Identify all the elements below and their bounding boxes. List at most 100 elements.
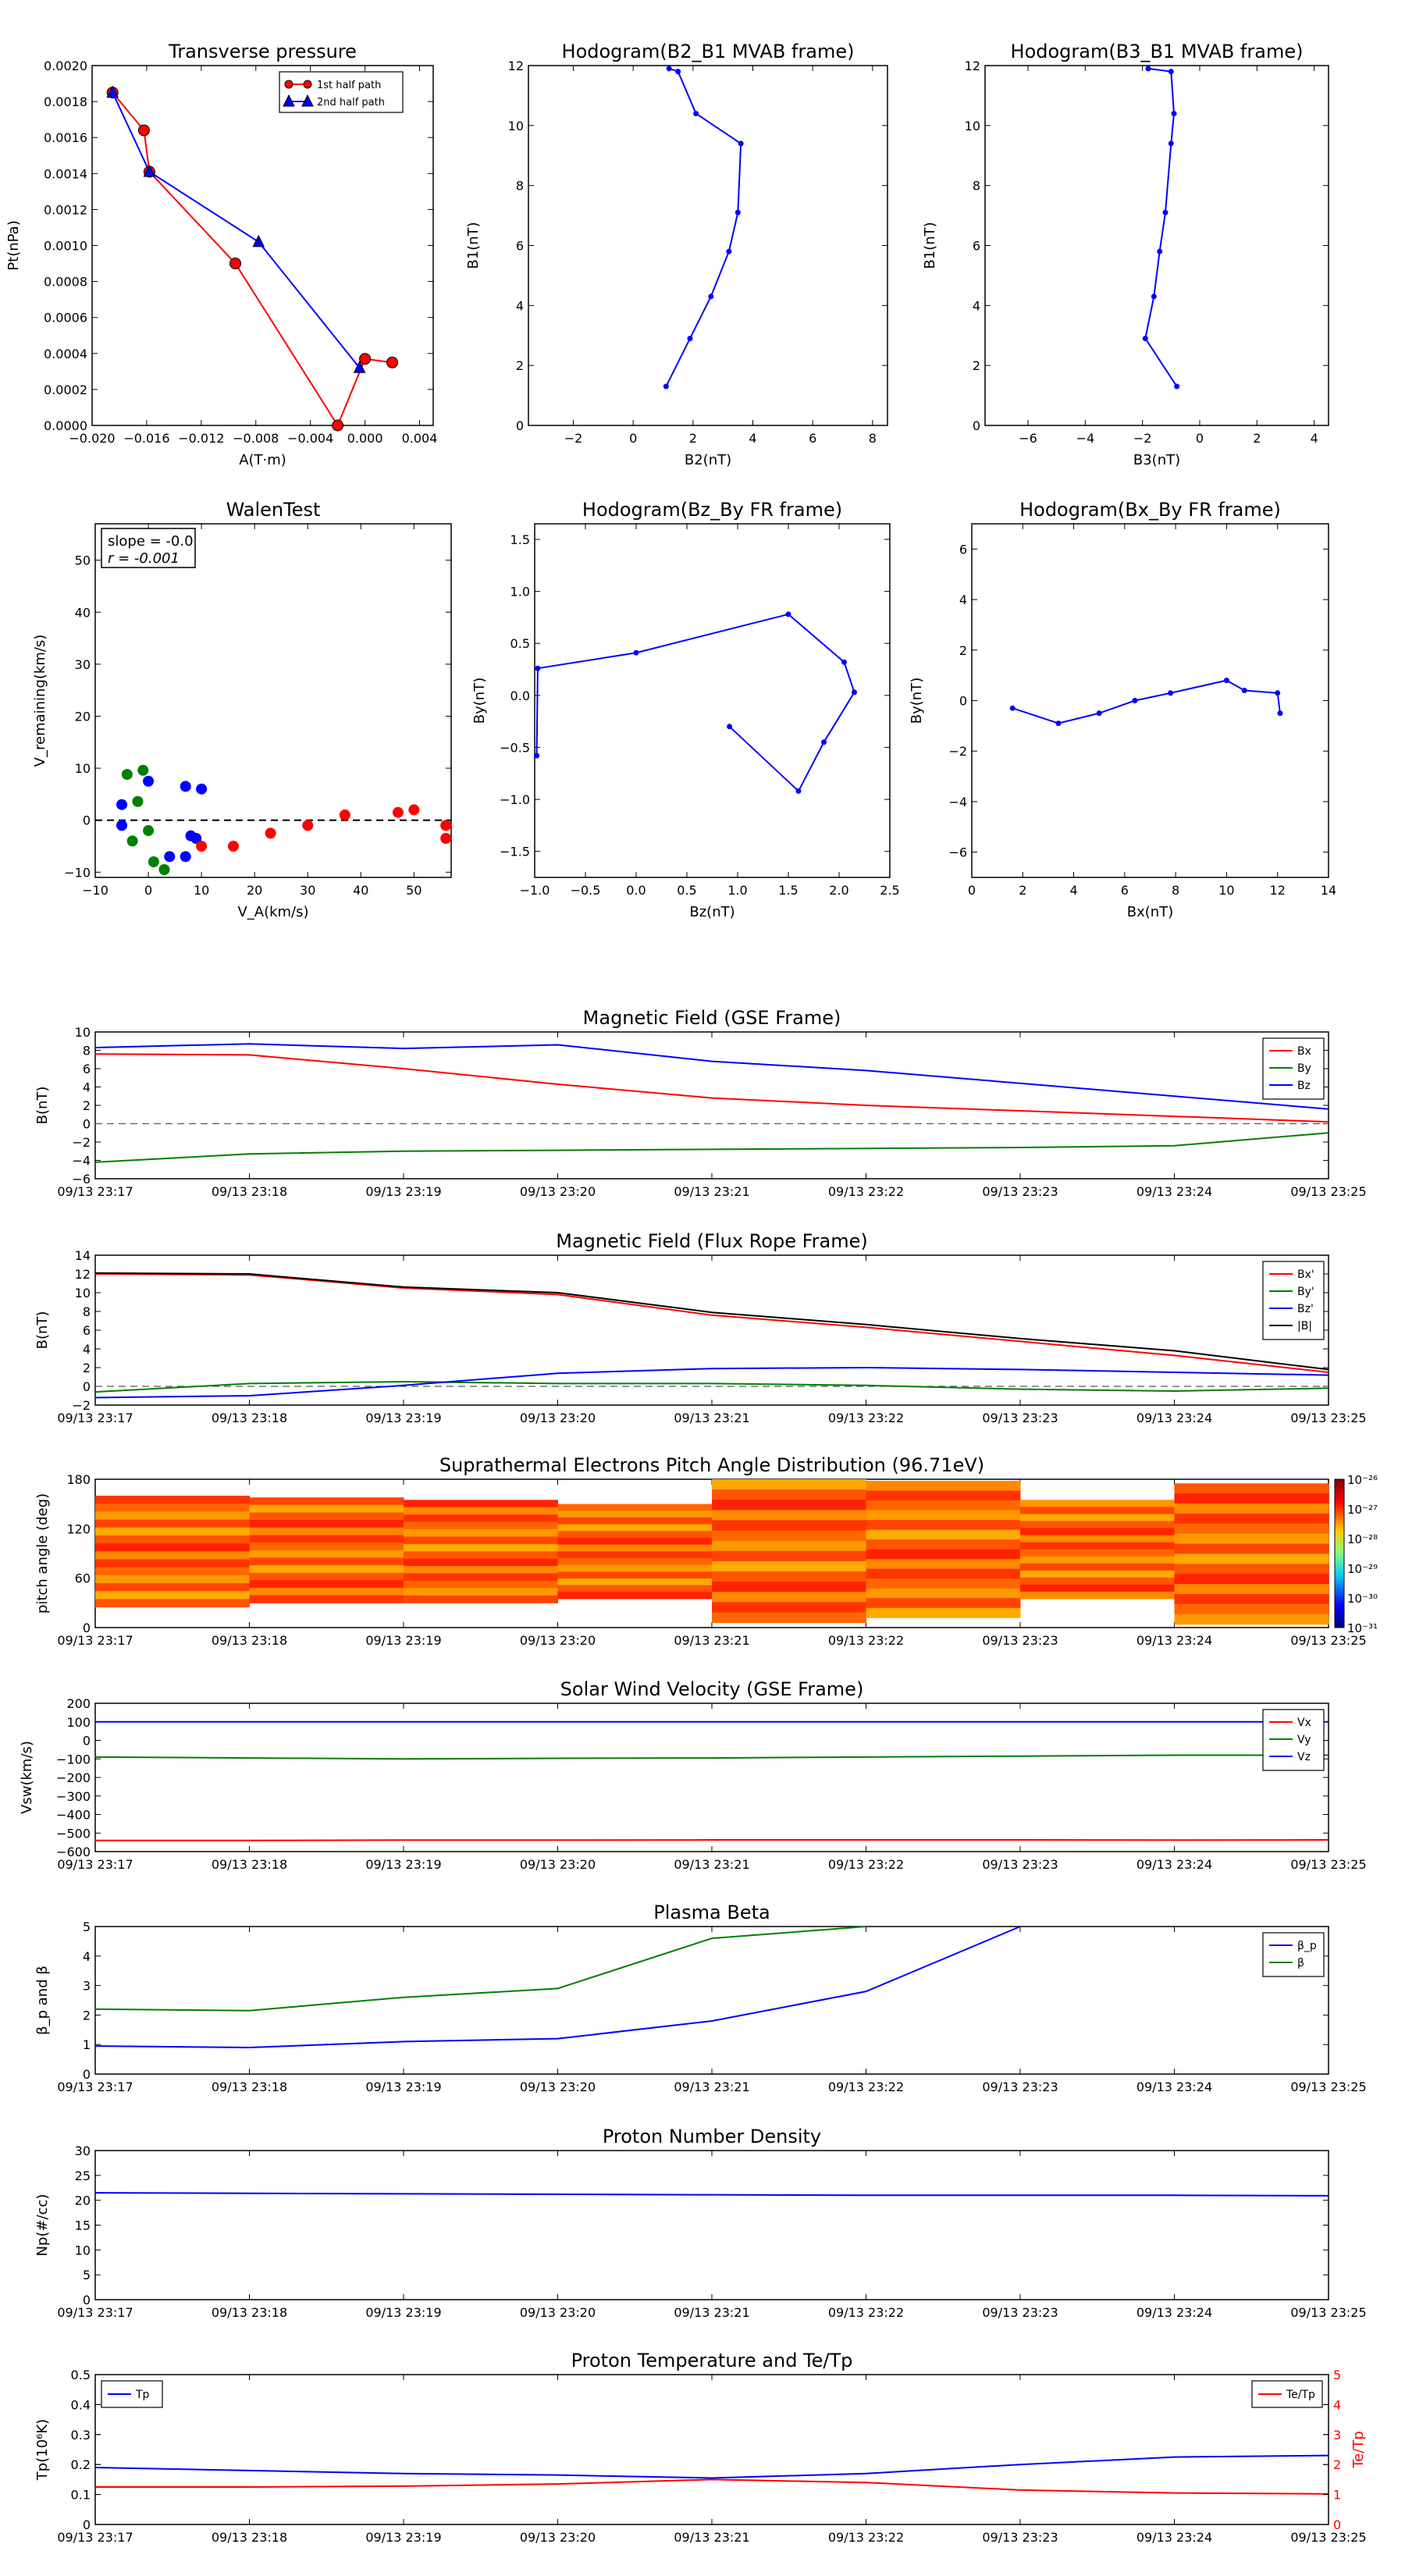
x-tick-label: 2 — [1253, 431, 1261, 446]
y-tick-label: 10 — [75, 2243, 91, 2258]
data-point — [1241, 688, 1247, 694]
x-axis-label: Bx(nT) — [1127, 904, 1173, 920]
y-tick-label: −2 — [948, 744, 967, 759]
heatmap-cell — [866, 1598, 1021, 1609]
x-tick-label: −0.5 — [571, 883, 601, 898]
time-tick-label: 09/13 23:24 — [1136, 1411, 1212, 1425]
heatmap-cell — [557, 1551, 713, 1559]
x-tick-label: 8 — [869, 431, 877, 446]
data-point — [785, 611, 791, 617]
x-tick-label: −0.012 — [178, 431, 224, 446]
y-tick-label: 0.1 — [71, 2488, 91, 2503]
y-tick-label: 6 — [516, 239, 524, 254]
x-tick-label: −2 — [564, 431, 583, 446]
y-tick-label: −400 — [56, 1808, 91, 1823]
heatmap-cell — [557, 1538, 713, 1546]
y-tick-label: −10 — [64, 865, 91, 880]
y-tick-label: 0.0002 — [44, 382, 87, 397]
heatmap-cell — [1174, 1523, 1329, 1535]
time-tick-label: 09/13 23:17 — [57, 2080, 133, 2094]
data-point — [535, 665, 541, 671]
x-tick-label: 4 — [1311, 431, 1318, 446]
heatmap-cell — [557, 1571, 713, 1579]
y-tick-label: 0 — [83, 1379, 91, 1394]
y-tick-label: 8 — [83, 1304, 91, 1319]
heatmap-cell — [404, 1595, 558, 1603]
heatmap-cell — [1020, 1535, 1175, 1543]
y-tick-label: 30 — [75, 657, 91, 672]
y-tick-label: 60 — [75, 1571, 91, 1586]
time-tick-label: 09/13 23:17 — [57, 1184, 133, 1199]
data-point — [726, 248, 732, 254]
heatmap-cell — [1020, 1592, 1175, 1599]
heatmap-cell — [1174, 1594, 1329, 1605]
heatmap-cell — [712, 1540, 866, 1552]
heatmap-cell — [1174, 1603, 1329, 1615]
heatmap-column — [95, 1496, 250, 1608]
time-tick-label: 09/13 23:18 — [212, 2080, 287, 2094]
y-tick-label: 0.0016 — [44, 130, 87, 145]
y-tick-label: 12 — [508, 59, 524, 73]
chart-title: Suprathermal Electrons Pitch Angle Distr… — [439, 1454, 984, 1476]
scatter-point — [339, 809, 350, 821]
heatmap-cell — [866, 1500, 1021, 1511]
y-tick-label: 25 — [75, 2169, 91, 2183]
time-tick-label: 09/13 23:20 — [520, 1411, 596, 1425]
time-tick-label: 09/13 23:24 — [1136, 2080, 1212, 2094]
y-tick-label: 2 — [83, 1098, 91, 1113]
colorbar — [1334, 1478, 1345, 1628]
y-tick-label: 6 — [959, 542, 967, 557]
y-tick-label: 0 — [83, 1117, 91, 1132]
y-axis-label: By(nT) — [471, 678, 488, 724]
y-tick-label: 10 — [75, 761, 91, 776]
legend-label: |B| — [1297, 1320, 1312, 1332]
time-tick-label: 09/13 23:22 — [828, 1184, 904, 1199]
data-point — [666, 66, 672, 72]
y-tick-label: 0.0000 — [44, 418, 87, 433]
x-tick-label: 8 — [1172, 883, 1179, 898]
data-point — [738, 141, 744, 147]
heatmap-cell — [866, 1539, 1021, 1550]
y-tick-label: 100 — [66, 1715, 91, 1730]
heatmap-cell — [1174, 1553, 1329, 1564]
heatmap-column — [712, 1479, 866, 1624]
heatmap-cell — [95, 1527, 250, 1536]
x-tick-label: −4 — [1076, 431, 1095, 446]
series-line — [94, 1754, 1329, 1760]
chart-title: Hodogram(Bz_By FR frame) — [582, 499, 842, 521]
time-tick-label: 09/13 23:25 — [1290, 1411, 1366, 1425]
series-line — [94, 2192, 1329, 2197]
legend-label: Te/Tp — [1286, 2389, 1315, 2401]
data-point — [1162, 209, 1168, 215]
time-tick-label: 09/13 23:22 — [828, 1857, 904, 1872]
heatmap-cell — [95, 1559, 250, 1568]
scatter-point — [143, 825, 155, 837]
data-point — [143, 164, 156, 177]
heatmap-cell — [249, 1588, 404, 1596]
series-line — [94, 1926, 866, 2012]
legend-label: Bx — [1297, 1045, 1311, 1058]
chart-title: Transverse pressure — [168, 41, 357, 62]
heatmap-cell — [1020, 1542, 1175, 1550]
scatter-point — [126, 835, 138, 847]
y-tick-label: −1.5 — [500, 845, 530, 859]
heatmap-cell — [95, 1567, 250, 1576]
data-point — [1142, 336, 1148, 342]
heatmap-cell — [249, 1504, 404, 1514]
data-point — [708, 294, 714, 300]
time-tick-label: 09/13 23:17 — [57, 1411, 133, 1425]
y-tick-label: −2 — [72, 1398, 91, 1413]
heatmap-cell — [1020, 1514, 1175, 1522]
y-axis-label: B1(nT) — [465, 222, 482, 269]
heatmap-cell — [1174, 1483, 1329, 1494]
y-tick-label: 3 — [1333, 2428, 1341, 2443]
x-axis-label: Bz(nT) — [689, 904, 735, 920]
heatmap-cell — [866, 1549, 1021, 1560]
heatmap-cell — [95, 1519, 250, 1528]
heatmap-cell — [557, 1503, 713, 1511]
chart-title: WalenTest — [226, 499, 321, 521]
time-tick-label: 09/13 23:22 — [828, 2080, 904, 2094]
y-tick-label: 0.4 — [71, 2397, 91, 2412]
y-tick-label: 14 — [75, 1248, 91, 1263]
series-line — [94, 1366, 1329, 1399]
